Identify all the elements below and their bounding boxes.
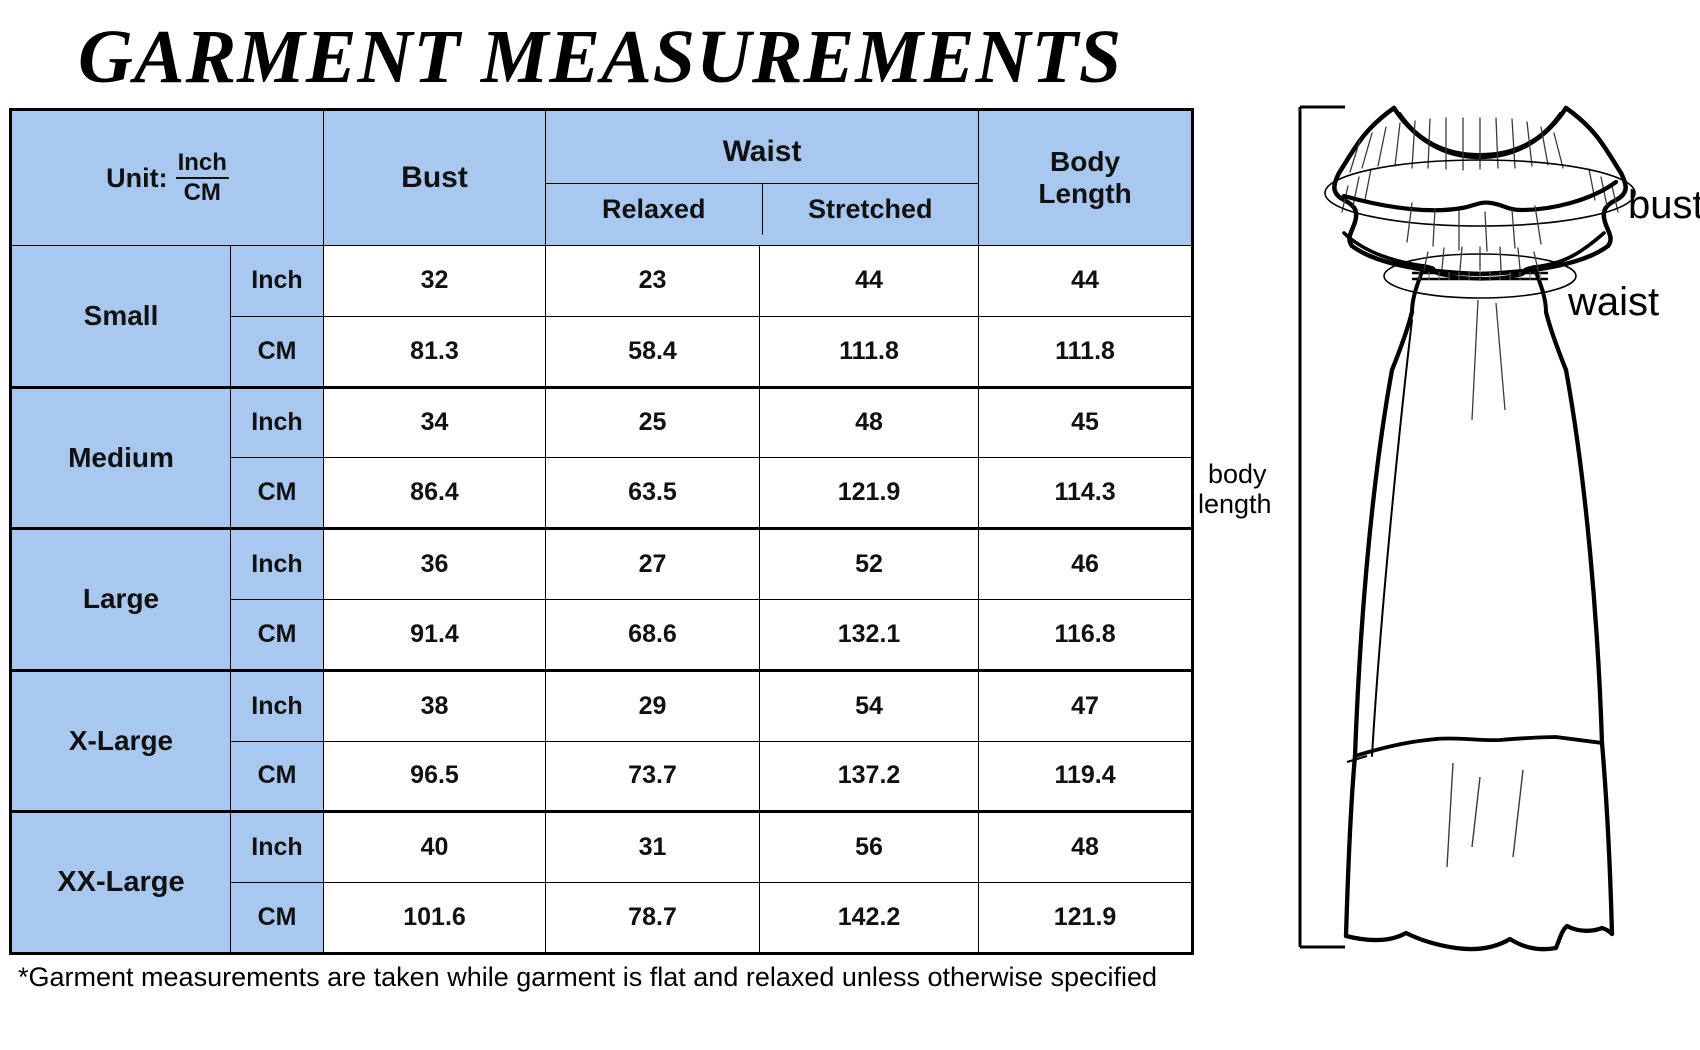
svg-text:length: length [1198, 489, 1272, 519]
svg-text:body: body [1208, 459, 1267, 489]
svg-text:bust: bust [1628, 183, 1700, 227]
svg-text:waist: waist [1567, 280, 1659, 324]
